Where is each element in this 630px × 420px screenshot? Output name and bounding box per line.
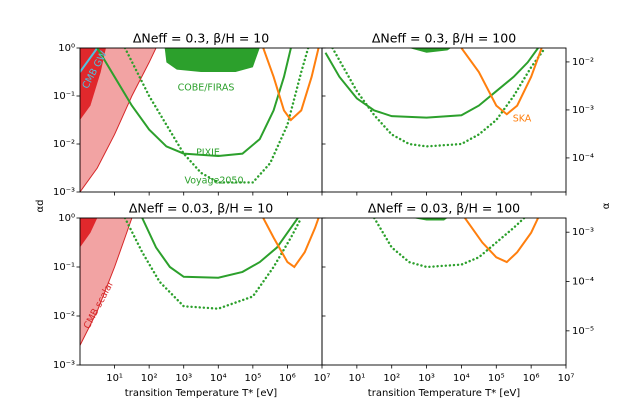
- sensitivity-curve-dotted: [331, 48, 547, 148]
- x-tick-label: 10³: [418, 373, 435, 384]
- exclusion-region: [80, 48, 106, 121]
- sensitivity-curve: [464, 218, 539, 264]
- sensitivity-curve: [96, 48, 292, 158]
- x-axis-label: transition Temperature T* [eV]: [125, 388, 278, 399]
- sensitivity-curve: [80, 48, 99, 73]
- x-tick-label: 10⁶: [279, 373, 296, 384]
- y-tick-label: 10⁰: [58, 213, 75, 224]
- panel-title: ΔNeff = 0.03, β/H = 100: [368, 201, 520, 216]
- x-tick-label: 10⁵: [488, 373, 505, 384]
- exclusion-region: [164, 48, 260, 73]
- y2-tick-label: 10⁻³: [572, 105, 594, 116]
- x-tick-label: 10²: [141, 373, 158, 384]
- x-tick-label: 10¹: [106, 373, 123, 384]
- sensitivity-curve: [262, 218, 320, 269]
- x-tick-label: 10⁴: [210, 373, 227, 384]
- y2-tick-label: 10⁻⁴: [572, 277, 594, 288]
- panel: SKA ΔNeff = 0.3, β/H = 100 10⁻² 10⁻³ 10⁻⁴ α: [321, 31, 612, 209]
- exclusion-region: [412, 218, 448, 221]
- exclusion-region: [409, 48, 451, 53]
- x-tick-label: 10¹: [348, 373, 365, 384]
- y2-tick-label: 10⁻⁵: [572, 326, 594, 337]
- sensitivity-curve: [262, 48, 320, 122]
- panel-title: ΔNeff = 0.3, β/H = 10: [133, 31, 269, 46]
- panel-frame: [321, 217, 567, 366]
- x-tick-label: 10³: [175, 373, 192, 384]
- curve-label: PIXIE: [196, 148, 220, 159]
- y-tick-label: 10⁻²: [53, 139, 75, 150]
- y2-tick-label: 10⁻²: [572, 57, 594, 68]
- x-tick-label: 10⁶: [523, 373, 540, 384]
- sensitivity-curve-dotted: [123, 48, 310, 184]
- curve-label: COBE/FIRAS: [178, 83, 235, 94]
- sensitivity-curve: [324, 48, 539, 119]
- y2-tick-label: 10⁻³: [572, 227, 594, 238]
- plot-area: [324, 48, 547, 148]
- x-tick-label: 10⁵: [244, 373, 261, 384]
- curve-label: Voyage2050: [184, 176, 243, 187]
- panel: ΔNeff = 0.03, β/H = 100 10¹ 10² 10³ 10⁴ 10⁵ 10…: [321, 201, 594, 399]
- plot-area: [373, 218, 539, 269]
- x-tick-label: 10⁷: [558, 373, 575, 384]
- exclusion-region: [80, 218, 133, 346]
- sensitivity-curve-dotted: [123, 218, 303, 310]
- sensitivity-curve-dotted: [373, 218, 526, 269]
- y-tick-label: 10⁻²: [53, 311, 75, 322]
- exclusion-region: [80, 48, 157, 192]
- y2-axis-label: α: [601, 202, 612, 209]
- exclusion-region: [80, 218, 98, 248]
- sensitivity-curve: [460, 48, 543, 116]
- panel-frame: [321, 47, 567, 193]
- curve-label: SKA: [513, 114, 532, 125]
- x-axis-label: transition Temperature T* [eV]: [368, 388, 521, 399]
- plot-area: [80, 218, 320, 346]
- sensitivity-curve: [141, 218, 299, 279]
- y-tick-label: 10⁻¹: [53, 262, 75, 273]
- y2-tick-label: 10⁻⁴: [572, 153, 594, 164]
- panel-title: ΔNeff = 0.03, β/H = 10: [129, 201, 273, 216]
- x-tick-label: 10⁴: [453, 373, 470, 384]
- plot-area: [80, 48, 320, 192]
- y-tick-label: 10⁻¹: [53, 91, 75, 102]
- y-tick-label: 10⁻³: [53, 187, 75, 198]
- x-tick-label: 10²: [383, 373, 400, 384]
- y-axis-label: αd: [35, 200, 46, 213]
- x-tick-label: 10⁷: [314, 373, 331, 384]
- y-tick-label: 10⁻³: [53, 360, 75, 371]
- y-tick-label: 10⁰: [58, 43, 75, 54]
- panel-title: ΔNeff = 0.3, β/H = 100: [372, 31, 516, 46]
